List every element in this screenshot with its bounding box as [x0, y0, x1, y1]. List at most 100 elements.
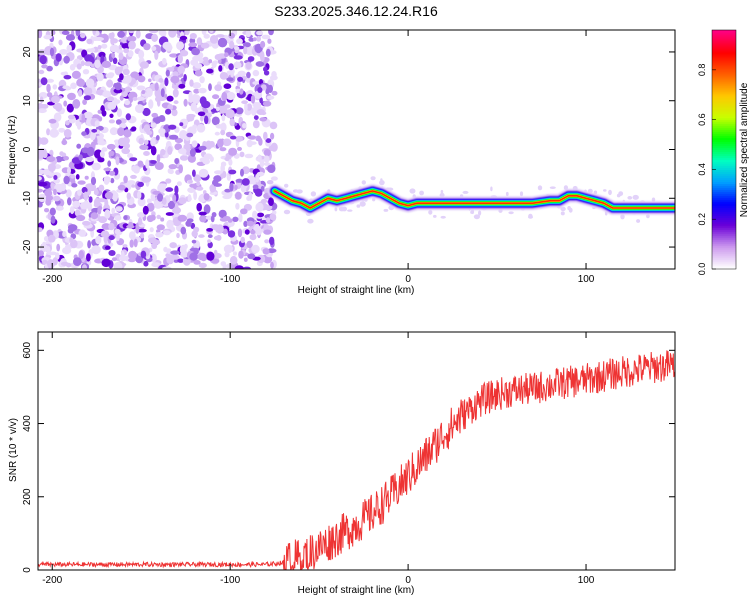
noise-speck — [46, 83, 51, 93]
noise-speck — [191, 140, 198, 148]
noise-speck — [104, 191, 114, 200]
noise-speck — [211, 60, 217, 69]
noise-speck — [101, 110, 107, 117]
colorbar-strip — [712, 57, 736, 61]
colorbar-strip — [712, 263, 736, 266]
noise-speck — [174, 185, 179, 194]
noise-speck — [82, 220, 91, 226]
noise-speck — [63, 175, 70, 185]
colorbar-strip — [712, 63, 736, 67]
noise-speck — [118, 52, 124, 60]
noise-speck — [101, 43, 108, 49]
noise-speck — [263, 229, 272, 235]
noise-speck — [119, 73, 124, 81]
noise-speck — [178, 83, 186, 89]
noise-speck — [158, 30, 165, 36]
colorbar-strip — [712, 163, 736, 167]
noise-speck — [177, 214, 188, 222]
noise-speck — [168, 30, 177, 38]
noise-speck — [160, 148, 166, 156]
noise-speck — [135, 224, 140, 234]
noise-speck — [128, 40, 136, 50]
noise-speck — [233, 61, 242, 69]
colorbar-strip — [712, 189, 736, 192]
colorbar-strip — [712, 201, 736, 204]
noise-speck — [55, 205, 64, 211]
noise-speck — [67, 92, 76, 101]
colorbar-strip — [712, 87, 736, 91]
noise-speck — [257, 87, 263, 93]
colorbar-strip — [712, 179, 736, 182]
noise-speck — [81, 113, 86, 124]
x-tick-label: -100 — [220, 274, 240, 285]
noise-speck — [137, 197, 146, 207]
noise-speck — [128, 231, 136, 240]
noise-speck — [72, 99, 81, 109]
noise-speck — [66, 44, 72, 53]
noise-speck — [143, 151, 150, 156]
noise-speck — [216, 234, 222, 241]
noise-speck — [45, 198, 52, 206]
noise-speck — [97, 198, 107, 203]
noise-speck — [77, 180, 86, 185]
noise-speck — [126, 224, 135, 229]
colorbar-label: Normalized spectral amplitude — [739, 82, 750, 217]
noise-speck — [200, 115, 204, 122]
noise-speck — [135, 104, 144, 114]
noise-speck — [270, 142, 278, 152]
noise-speck — [252, 120, 260, 129]
noise-speck — [263, 131, 268, 141]
colorbar-strip — [712, 139, 736, 143]
noise-speck — [124, 99, 131, 106]
noise-speck — [50, 215, 56, 224]
noise-speck — [165, 69, 170, 77]
noise-speck — [128, 30, 135, 34]
noise-speck — [150, 193, 155, 202]
noise-speck — [347, 209, 353, 212]
noise-speck — [84, 54, 93, 63]
noise-speck — [235, 202, 240, 210]
noise-speck — [120, 118, 127, 124]
colorbar-strip — [712, 151, 736, 155]
noise-speck — [189, 33, 197, 40]
colorbar-strip — [712, 195, 736, 198]
colorbar-strip — [712, 31, 736, 35]
noise-speck — [168, 134, 179, 140]
noise-speck — [168, 124, 177, 130]
noise-speck — [171, 109, 178, 117]
noise-speck — [214, 131, 220, 136]
noise-speck — [114, 228, 121, 235]
noise-speck — [53, 188, 57, 196]
colorbar-strip — [712, 153, 736, 157]
noise-speck — [244, 102, 248, 112]
snr-x-axis-label: Height of straight line (km) — [298, 585, 415, 596]
colorbar-strip — [712, 89, 736, 93]
noise-speck — [141, 90, 146, 95]
noise-speck — [46, 128, 51, 136]
noise-speck — [204, 140, 213, 150]
colorbar-strip — [712, 101, 736, 105]
noise-speck — [138, 49, 145, 59]
noise-speck — [224, 52, 229, 58]
noise-speck — [256, 109, 265, 115]
noise-speck — [214, 170, 223, 175]
snr-panel: -200 -100 0 100 0 200 400 600 Height of straig… — [8, 331, 676, 596]
colorbar-strip — [712, 37, 736, 41]
noise-speck — [158, 128, 166, 135]
noise-speck — [91, 245, 101, 255]
noise-speck — [185, 148, 192, 156]
y-tick-label: 400 — [22, 415, 33, 432]
noise-speck — [190, 102, 197, 112]
noise-speck — [41, 64, 48, 69]
noise-speck — [90, 212, 99, 220]
noise-speck — [234, 265, 244, 269]
noise-speck — [269, 121, 278, 130]
noise-speck — [115, 156, 120, 166]
noise-speck — [198, 168, 209, 178]
noise-speck — [102, 90, 112, 98]
noise-speck — [260, 198, 268, 204]
noise-speck — [55, 102, 63, 112]
noise-speck — [203, 153, 213, 160]
noise-speck — [94, 59, 101, 69]
